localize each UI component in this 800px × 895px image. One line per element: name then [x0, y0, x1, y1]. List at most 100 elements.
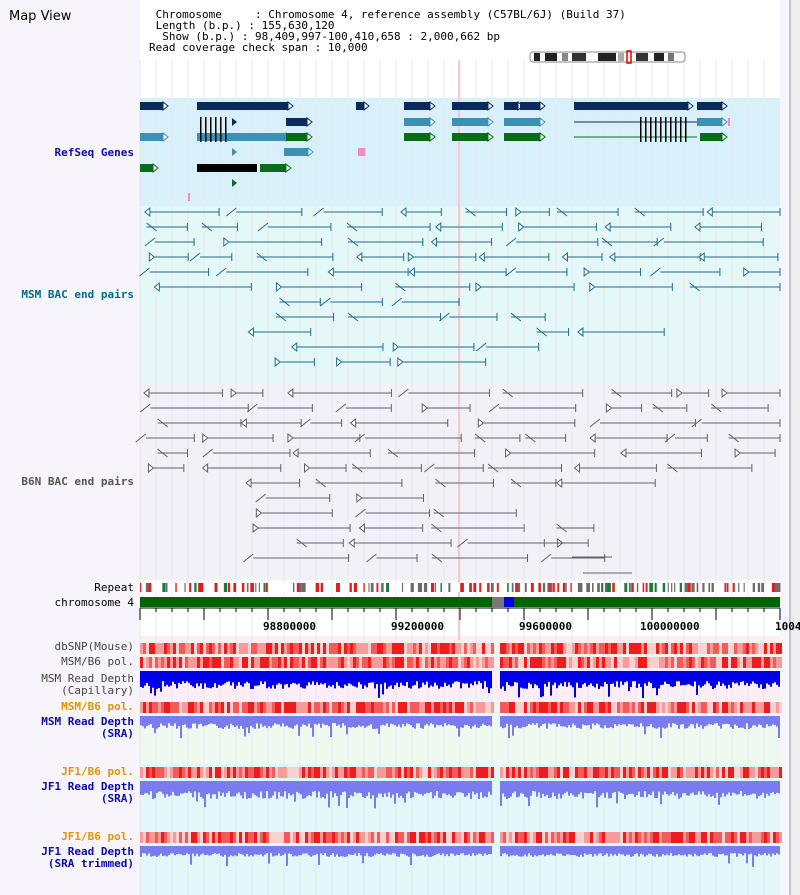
polymorphism-cell	[344, 657, 347, 668]
gene-block	[404, 102, 430, 110]
read-depth-bar	[766, 716, 768, 724]
polymorphism-cell	[227, 767, 230, 778]
polymorphism-cell	[650, 657, 653, 668]
polymorphism-cell	[215, 643, 218, 654]
polymorphism-cell	[662, 767, 665, 778]
polymorphism-cell	[689, 767, 692, 778]
dbsnp-label[interactable]: dbSNP(Mouse)	[55, 641, 134, 653]
read-depth-bar	[508, 716, 510, 738]
polymorphism-cell	[212, 643, 215, 654]
read-depth-bar	[348, 781, 350, 798]
read-depth-bar	[470, 781, 472, 799]
polymorphism-cell	[476, 702, 479, 713]
read-depth-bar	[592, 781, 594, 794]
polymorphism-cell	[224, 643, 227, 654]
polymorphism-cell	[398, 832, 401, 843]
read-depth-bar	[438, 846, 440, 853]
polymorphism-cell	[224, 767, 227, 778]
jf1-read-depth-sra-label[interactable]: JF1 Read Depth(SRA)	[41, 781, 134, 805]
read-depth-bar	[210, 781, 212, 799]
repeat-element	[411, 583, 414, 592]
polymorphism-cell	[506, 657, 509, 668]
read-depth-bar	[166, 716, 168, 728]
msm-read-depth-sra-label[interactable]: MSM Read Depth(SRA)	[41, 716, 134, 740]
polymorphism-cell	[452, 767, 455, 778]
read-depth-bar	[580, 671, 582, 688]
polymorphism-cell	[635, 832, 638, 843]
polymorphism-cell	[401, 767, 404, 778]
refseq-label[interactable]: RefSeq Genes	[55, 147, 134, 159]
polymorphism-cell	[470, 702, 473, 713]
polymorphism-cell	[191, 702, 194, 713]
polymorphism-cell	[149, 643, 152, 654]
polymorphism-cell	[554, 657, 557, 668]
page-title: Map View	[9, 9, 71, 24]
polymorphism-cell	[560, 657, 563, 668]
read-depth-bar	[394, 716, 396, 725]
read-depth-bar	[750, 846, 752, 854]
polymorphism-cell	[236, 702, 239, 713]
polymorphism-cell	[740, 767, 743, 778]
read-depth-bar	[694, 846, 696, 854]
read-depth-bar	[744, 716, 746, 729]
read-depth-bar	[650, 671, 652, 683]
read-depth-bar	[370, 671, 372, 683]
read-depth-bar	[372, 671, 374, 682]
polymorphism-cell	[446, 657, 449, 668]
read-depth-bar	[422, 846, 424, 855]
jf1-b6-pol-label[interactable]: JF1/B6 pol.	[61, 766, 134, 778]
read-depth-bar	[250, 671, 252, 689]
read-depth-bar	[562, 671, 564, 686]
polymorphism-cell	[593, 832, 596, 843]
polymorphism-cell	[194, 767, 197, 778]
polymorphism-cell	[650, 832, 653, 843]
polymorphism-cell	[176, 643, 179, 654]
repeat-element	[538, 583, 541, 592]
polymorphism-cell	[386, 767, 389, 778]
polymorphism-cell	[542, 767, 545, 778]
polymorphism-cell	[395, 702, 398, 713]
read-depth-bar	[526, 781, 528, 798]
read-depth-bar	[176, 716, 178, 729]
polymorphism-cell	[527, 657, 530, 668]
polymorphism-cell	[638, 767, 641, 778]
read-depth-bar	[300, 781, 302, 794]
read-depth-bar	[610, 846, 612, 854]
read-depth-bar	[384, 671, 386, 683]
msm-read-depth-capillary-label[interactable]: MSM Read Depth(Capillary)	[41, 673, 134, 697]
read-depth-bar	[452, 716, 454, 725]
read-depth-bar	[720, 671, 722, 686]
msm-b6-pol-label[interactable]: MSM/B6 pol.	[61, 656, 134, 668]
polymorphism-cell	[464, 767, 467, 778]
read-depth-bar	[476, 716, 478, 728]
polymorphism-cell	[581, 832, 584, 843]
read-depth-bar	[728, 671, 730, 685]
read-depth-bar	[380, 781, 382, 794]
b6n-bac-label[interactable]: B6N BAC end pairs	[21, 476, 134, 488]
read-depth-bar	[364, 781, 366, 798]
msm-bac-label[interactable]: MSM BAC end pairs	[21, 289, 134, 301]
read-depth-bar	[192, 716, 194, 724]
read-depth-bar	[414, 716, 416, 729]
read-depth-bar	[202, 671, 204, 689]
jf1-b6-pol-trimmed-label[interactable]: JF1/B6 pol.	[61, 831, 134, 843]
read-depth-bar	[656, 846, 658, 854]
polymorphism-cell	[326, 702, 329, 713]
read-depth-bar	[634, 781, 636, 797]
jf1-read-depth-trimmed-label[interactable]: JF1 Read Depth(SRA trimmed)	[41, 846, 134, 870]
read-depth-bar	[664, 781, 666, 792]
chromosome-bar[interactable]	[140, 597, 780, 607]
read-depth-bar	[334, 671, 336, 688]
read-depth-bar	[638, 846, 640, 856]
read-depth-bar	[208, 671, 210, 688]
read-depth-bar	[416, 671, 418, 681]
msm-b6-pol-sra-label[interactable]: MSM/B6 pol.	[61, 701, 134, 713]
read-depth-bar	[280, 781, 282, 796]
polymorphism-cell	[458, 832, 461, 843]
read-depth-bar	[628, 846, 630, 855]
read-depth-bar	[538, 716, 540, 728]
read-depth-bar	[226, 671, 228, 682]
read-depth-bar	[172, 781, 174, 792]
repeat-element	[336, 583, 340, 592]
read-depth-bar	[556, 846, 558, 853]
